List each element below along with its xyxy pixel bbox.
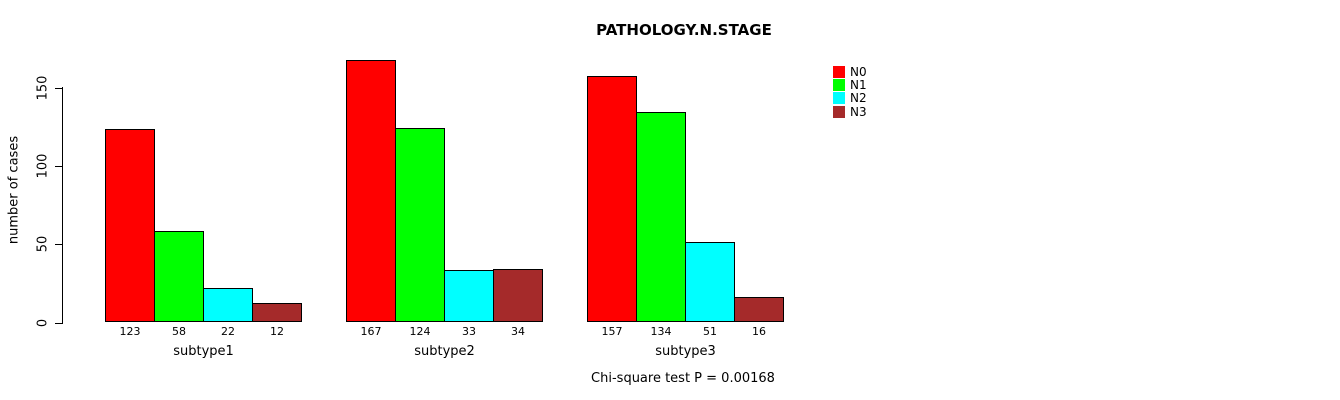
bar-value-label: 51 bbox=[703, 325, 717, 338]
bar-subtype2-N2 bbox=[444, 270, 494, 322]
bar-subtype2-N0 bbox=[346, 60, 396, 322]
bar-value-label: 124 bbox=[409, 325, 431, 338]
bar-value-label: 34 bbox=[511, 325, 525, 338]
bar-subtype1-N0 bbox=[105, 129, 155, 322]
bar-subtype1-N2 bbox=[203, 288, 253, 322]
bar-subtype3-N2 bbox=[685, 242, 735, 322]
category-label-subtype2: subtype2 bbox=[414, 344, 475, 359]
bar-subtype1-N1 bbox=[154, 231, 204, 322]
bar-value-label: 167 bbox=[360, 325, 382, 338]
y-axis-line bbox=[62, 87, 63, 323]
legend-swatch-N2 bbox=[833, 92, 845, 104]
y-axis-tick bbox=[55, 166, 63, 167]
legend-swatch-N1 bbox=[833, 79, 845, 91]
y-axis-tick bbox=[55, 323, 63, 324]
bar-subtype2-N3 bbox=[493, 269, 543, 322]
bar-value-label: 157 bbox=[601, 325, 623, 338]
legend-label-N3: N3 bbox=[850, 105, 867, 119]
y-tick-label: 0 bbox=[35, 318, 51, 328]
bar-value-label: 58 bbox=[172, 325, 186, 338]
bar-subtype3-N3 bbox=[734, 297, 784, 322]
chart-title: PATHOLOGY.N.STAGE bbox=[596, 21, 772, 39]
bar-subtype1-N3 bbox=[252, 303, 302, 322]
y-tick-label: 100 bbox=[35, 153, 51, 179]
bar-value-label: 123 bbox=[119, 325, 141, 338]
y-axis-tick bbox=[55, 244, 63, 245]
bar-subtype3-N0 bbox=[587, 76, 637, 322]
y-axis-label: number of cases bbox=[6, 135, 22, 245]
bar-value-label: 134 bbox=[650, 325, 672, 338]
y-tick-label: 150 bbox=[35, 75, 51, 101]
legend-swatch-N3 bbox=[833, 106, 845, 118]
bar-subtype2-N1 bbox=[395, 128, 445, 322]
legend-label-N0: N0 bbox=[850, 65, 867, 79]
chi-square-annotation: Chi-square test P = 0.00168 bbox=[591, 371, 775, 386]
bar-value-label: 22 bbox=[221, 325, 235, 338]
category-label-subtype3: subtype3 bbox=[655, 344, 716, 359]
category-label-subtype1: subtype1 bbox=[173, 344, 234, 359]
bar-value-label: 12 bbox=[270, 325, 284, 338]
y-tick-label: 50 bbox=[35, 235, 51, 253]
bar-subtype3-N1 bbox=[636, 112, 686, 322]
bar-value-label: 16 bbox=[752, 325, 766, 338]
y-axis-tick bbox=[55, 88, 63, 89]
legend-label-N1: N1 bbox=[850, 78, 867, 92]
legend-label-N2: N2 bbox=[850, 91, 867, 105]
legend-swatch-N0 bbox=[833, 66, 845, 78]
bar-value-label: 33 bbox=[462, 325, 476, 338]
